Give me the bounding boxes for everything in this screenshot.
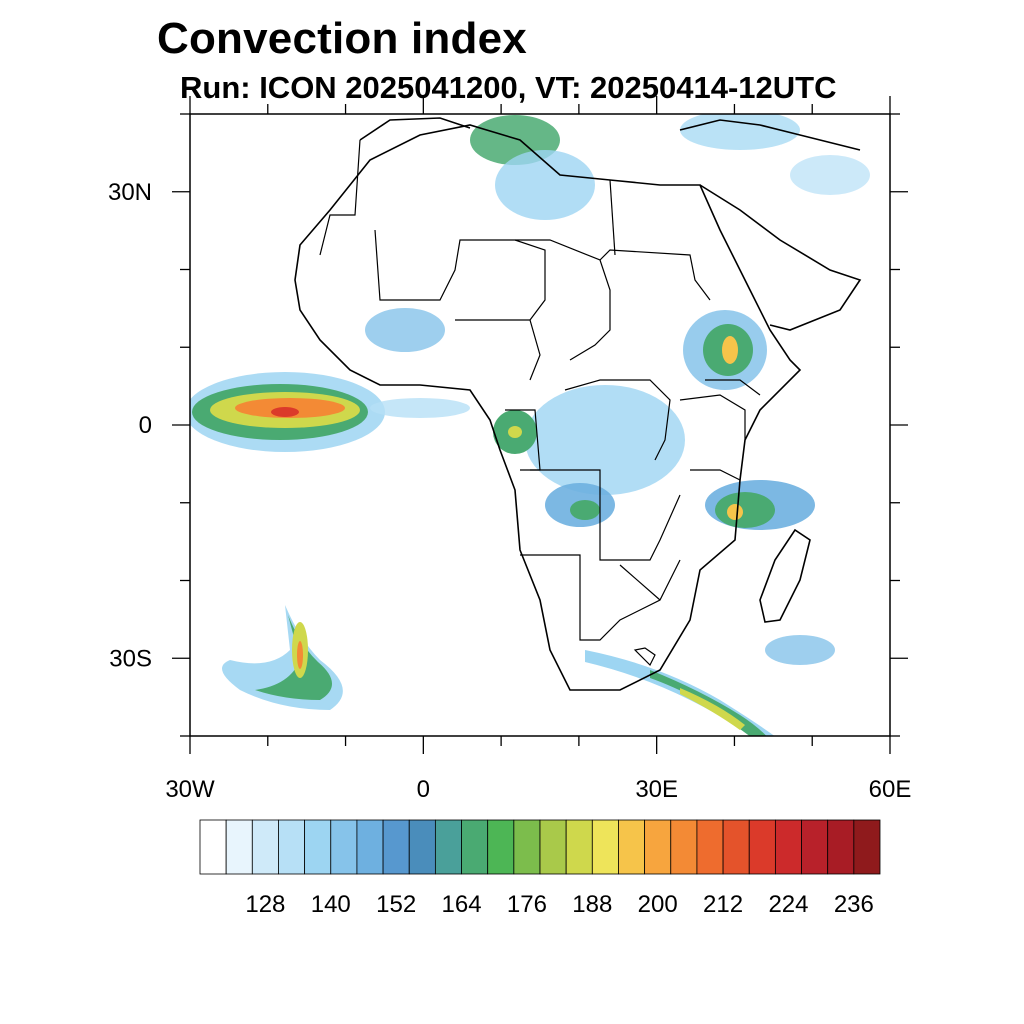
colorbar-label: 200 <box>638 891 678 918</box>
lon-tick-label: 30W <box>165 776 215 803</box>
colorbar-label: 224 <box>768 891 808 918</box>
colorbar-label: 152 <box>376 891 416 918</box>
colorbar-box <box>670 819 698 875</box>
lat-tick-label: 30S <box>109 645 152 672</box>
colorbar-box <box>356 819 384 875</box>
colorbar-label: 188 <box>572 891 612 918</box>
colorbar-box <box>434 819 462 875</box>
colorbar-box <box>408 819 436 875</box>
lat-tick-label: 0 <box>139 412 152 439</box>
colorbar-box <box>774 819 802 875</box>
map-title: Convection index <box>157 14 527 63</box>
colorbar-box <box>565 819 593 875</box>
colorbar-box <box>853 819 881 875</box>
colorbar-label: 212 <box>703 891 743 918</box>
lon-tick-label: 60E <box>869 776 912 803</box>
convection-field <box>190 114 870 736</box>
colorbar-box <box>591 819 619 875</box>
colorbar-box <box>382 819 410 875</box>
colorbar-label: 164 <box>442 891 482 918</box>
colorbar-box <box>513 819 541 875</box>
colorbar-box <box>722 819 750 875</box>
colorbar-box <box>461 819 489 875</box>
colorbar-box <box>748 819 776 875</box>
colorbar-box <box>696 819 724 875</box>
country-borders <box>319 139 761 667</box>
colorbar-box <box>827 819 855 875</box>
lon-tick-label: 30E <box>635 776 678 803</box>
colorbar-box <box>487 819 515 875</box>
colorbar-label: 128 <box>245 891 285 918</box>
axis-tick-labels: 30W 0 30E 60E 30N 0 30S <box>108 179 911 803</box>
axis-ticks <box>172 96 908 754</box>
colorbar-box <box>644 819 672 875</box>
colorbar-label: 140 <box>311 891 351 918</box>
lon-tick-label: 0 <box>417 776 430 803</box>
colorbar-box <box>539 819 567 875</box>
colorbar-box <box>278 819 306 875</box>
colorbar-box <box>618 819 646 875</box>
colorbar: 128 140 152 164 176 188 200 212 224 236 <box>199 819 881 918</box>
colorbar-box <box>330 819 358 875</box>
colorbar-box <box>304 819 332 875</box>
colorbar-label: 176 <box>507 891 547 918</box>
colorbar-label: 236 <box>834 891 874 918</box>
colorbar-box <box>199 819 227 875</box>
coastlines <box>294 117 862 691</box>
colorbar-box <box>251 819 279 875</box>
map-subtitle: Run: ICON 2025041200, VT: 20250414-12UTC <box>180 70 837 105</box>
colorbar-box <box>225 819 253 875</box>
colorbar-box <box>801 819 829 875</box>
lat-tick-label: 30N <box>108 179 152 206</box>
